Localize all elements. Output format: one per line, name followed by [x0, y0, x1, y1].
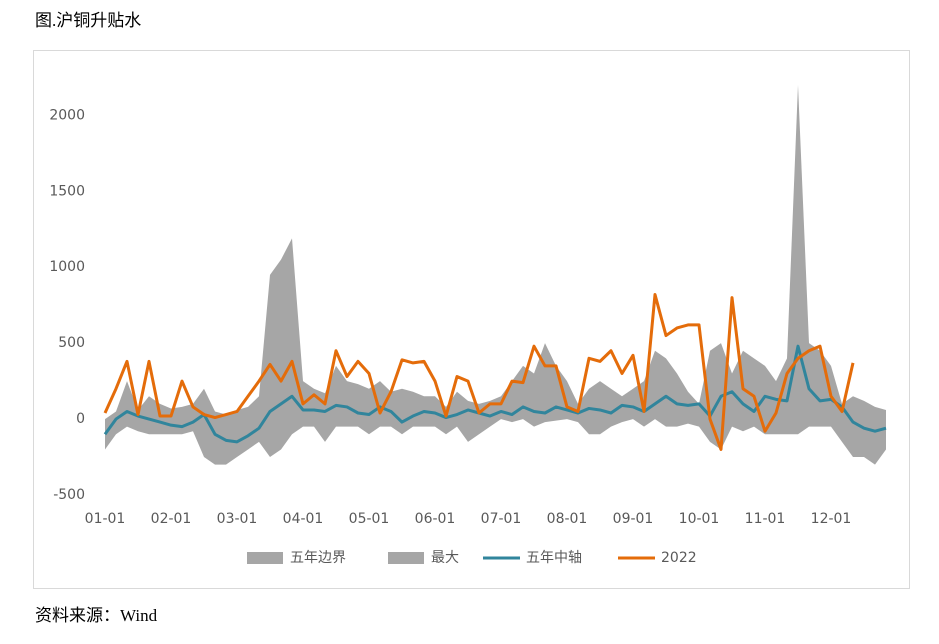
series-line [103, 344, 887, 444]
y-tick-label: 1000 [49, 259, 85, 275]
band-area [105, 85, 886, 465]
x-tick-label: 04-01 [283, 511, 324, 527]
x-tick-label: 08-01 [547, 511, 588, 527]
legend-label: 五年边界 [290, 550, 346, 566]
x-tick-label: 03-01 [217, 511, 258, 527]
x-tick-label: 01-01 [85, 511, 126, 527]
source: 资料来源：Wind [35, 606, 158, 625]
frame [33, 50, 910, 589]
x-tick-label: 02-01 [151, 511, 192, 527]
y-tick-label: 2000 [49, 107, 85, 123]
y-tick-label: -500 [53, 487, 85, 503]
legend-swatch [388, 552, 424, 564]
x-tick-label: 05-01 [349, 511, 390, 527]
x-tick-label: 10-01 [679, 511, 720, 527]
x-tick-label: 09-01 [613, 511, 654, 527]
series-line [103, 293, 855, 451]
x-tick-label: 11-01 [745, 511, 786, 527]
x-tick-label: 07-01 [481, 511, 522, 527]
y-tick-label: 0 [76, 411, 85, 427]
chart-title: 图.沪铜升贴水 [35, 11, 141, 30]
y-tick-label: 1500 [49, 183, 85, 199]
y-tick-label: 500 [58, 335, 85, 351]
legend-label: 最大 [431, 550, 459, 566]
legend-label: 2022 [661, 550, 697, 566]
legend-swatch [247, 552, 283, 564]
x-tick-label: 12-01 [811, 511, 852, 527]
legend-label: 五年中轴 [526, 550, 582, 566]
x-tick-label: 06-01 [415, 511, 456, 527]
